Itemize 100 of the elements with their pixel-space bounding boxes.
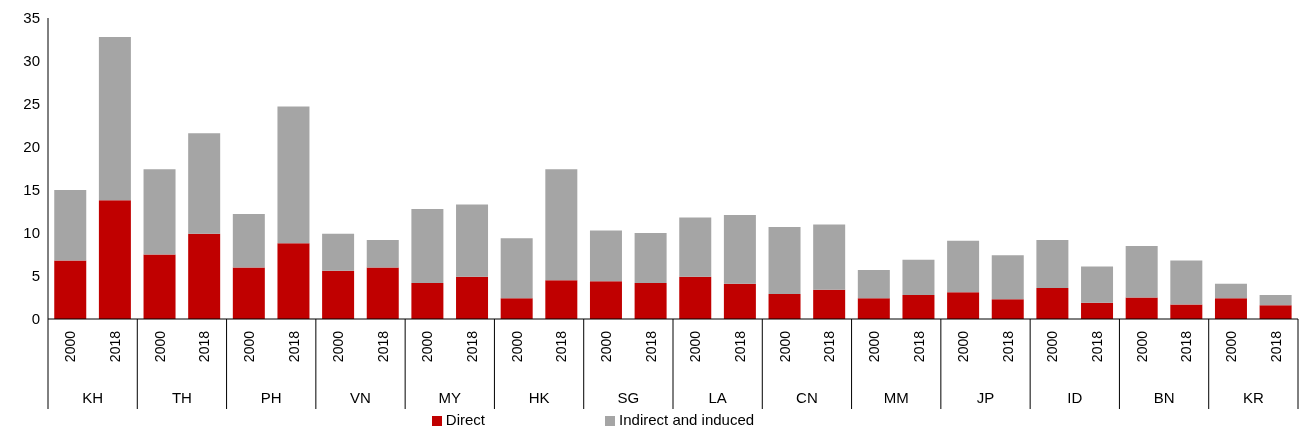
bar	[902, 259, 935, 295]
bar	[1036, 288, 1069, 319]
x-tick-label: 2018	[464, 330, 481, 363]
text: KR	[1242, 389, 1264, 406]
bar	[589, 281, 622, 319]
x-tick-label: 2000	[1133, 330, 1150, 363]
bar	[634, 282, 667, 319]
text: PH	[260, 389, 282, 406]
bar	[857, 298, 890, 319]
text: JP	[976, 389, 995, 406]
x-tick-label: 2000	[508, 330, 525, 363]
text: HK	[528, 389, 550, 406]
bar	[947, 240, 980, 293]
bar	[322, 270, 355, 319]
x-tick-label: 2000	[330, 330, 347, 363]
x-tick-label: 2018	[821, 330, 838, 363]
x-tick-label: 2018	[999, 330, 1016, 363]
y-tick-label: 25	[23, 95, 40, 113]
y-tick-label: 20	[23, 138, 40, 156]
text: MM	[883, 389, 909, 406]
bar	[1125, 297, 1158, 319]
text: MY	[438, 389, 462, 406]
bar	[857, 269, 890, 299]
bar	[679, 217, 712, 277]
bar	[723, 283, 756, 319]
text: LA	[708, 389, 727, 406]
bar	[232, 267, 265, 319]
bar	[232, 214, 265, 268]
x-tick-label: 2018	[374, 330, 391, 363]
bar	[1214, 283, 1247, 299]
x-tick-label: 2000	[1223, 330, 1240, 363]
bar	[322, 233, 355, 271]
bar	[679, 276, 712, 319]
x-tick-label: 2018	[553, 330, 570, 363]
bar	[813, 224, 846, 290]
y-tick-label: 15	[23, 181, 40, 199]
bar	[98, 200, 131, 319]
y-tick-label: 10	[23, 224, 40, 242]
x-tick-label: 2000	[865, 330, 882, 363]
bar	[768, 226, 801, 295]
text: SG	[617, 389, 640, 406]
bar	[500, 238, 533, 299]
x-tick-label: 2000	[598, 330, 615, 363]
legend-label: Indirect and induced	[619, 411, 755, 428]
text: TH	[171, 389, 192, 406]
bar	[54, 190, 87, 261]
bar	[188, 233, 221, 319]
bar	[813, 289, 846, 319]
bar	[545, 169, 578, 281]
bar	[1259, 305, 1292, 319]
bar	[143, 169, 176, 255]
bar	[366, 267, 399, 319]
x-tick-label: 2018	[1267, 330, 1284, 363]
bar	[411, 282, 444, 319]
bar	[634, 233, 667, 283]
text: ID	[1067, 389, 1083, 406]
x-tick-label: 2000	[776, 330, 793, 363]
y-tick-label: 30	[23, 52, 40, 70]
x-tick-label: 2018	[910, 330, 927, 363]
bar	[991, 255, 1024, 300]
bar	[1259, 294, 1292, 306]
bar	[947, 292, 980, 319]
bar	[902, 294, 935, 319]
bar	[1036, 239, 1069, 289]
y-tick-label: 35	[23, 9, 40, 27]
text: KH	[82, 389, 104, 406]
bar	[98, 36, 131, 201]
bar	[411, 208, 444, 283]
bar	[1081, 302, 1114, 319]
x-tick-label: 2018	[106, 330, 123, 363]
bar	[456, 276, 489, 319]
bar	[1170, 260, 1203, 305]
bar	[277, 243, 310, 319]
x-tick-label: 2000	[1044, 330, 1061, 363]
x-tick-label: 2000	[687, 330, 704, 363]
x-tick-label: 2000	[419, 330, 436, 363]
text: CN	[796, 389, 818, 406]
bar	[723, 214, 756, 284]
bar	[456, 204, 489, 277]
x-tick-label: 2000	[955, 330, 972, 363]
bar	[1214, 298, 1247, 319]
bar	[1170, 304, 1203, 319]
bar	[545, 280, 578, 319]
bar	[589, 230, 622, 282]
x-tick-label: 2000	[62, 330, 79, 363]
bar	[991, 299, 1024, 319]
bar	[277, 106, 310, 244]
bar	[143, 254, 176, 319]
x-tick-label: 2018	[196, 330, 213, 363]
bar	[366, 239, 399, 268]
legend-label: Direct	[445, 411, 486, 428]
x-tick-label: 2018	[731, 330, 748, 363]
x-tick-label: 2018	[1089, 330, 1106, 363]
bar	[500, 298, 533, 319]
y-tick-label: 0	[31, 310, 40, 328]
x-tick-label: 2018	[1178, 330, 1195, 363]
x-tick-label: 2018	[642, 330, 659, 363]
text: VN	[350, 389, 371, 406]
bar	[54, 260, 87, 319]
bar	[1081, 266, 1114, 303]
